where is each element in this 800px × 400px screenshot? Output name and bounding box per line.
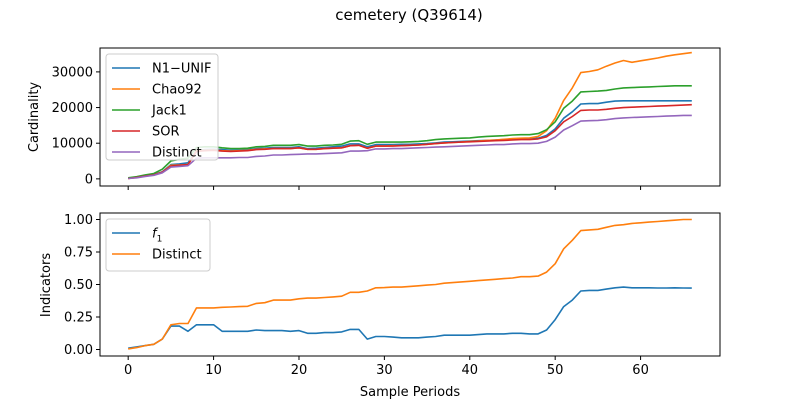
indicators-y-tick-label: 0.00 [64, 343, 93, 358]
cardinality-legend-box [105, 53, 219, 161]
indicators-series-lines [128, 218, 692, 350]
figure-title: cemetery (Q39614) [335, 6, 482, 24]
indicators-plot-frame [99, 212, 721, 357]
indicators-x-tick-label: 20 [291, 363, 308, 378]
cardinality-legend-label: Chao92 [152, 83, 202, 98]
cardinality-series-line-4 [128, 103, 692, 180]
indicators-series-line-2 [128, 218, 692, 350]
cardinality-y-label: Cardinality [27, 82, 42, 153]
cardinality-legend-label: Distinct [152, 146, 202, 161]
cardinality-legend-entries: N1−UNIF Chao92 Jack1 SOR Distinct [112, 62, 211, 161]
indicators-legend-label: Distinct [152, 248, 202, 263]
indicators-x-tick-label: 40 [462, 363, 479, 378]
cardinality-legend-label: Jack1 [151, 104, 187, 119]
cardinality-plot-frame [99, 47, 721, 187]
cardinality-axes-ticks: 0 10000 20000 30000 [52, 65, 642, 190]
indicators-x-tick-label: 30 [376, 363, 393, 378]
indicators-x-tick-label: 50 [547, 363, 564, 378]
cardinality-series-lines [128, 51, 692, 180]
cardinality-series-line-1 [128, 100, 692, 179]
cardinality-y-tick-label: 30000 [52, 65, 93, 80]
indicators-axes-ticks: 0.00 0.25 0.50 0.75 1.00 0 10 20 30 40 50 60 [64, 213, 649, 378]
indicators-y-tick-label: 0.50 [64, 278, 93, 293]
indicators-chart: 0.00 0.25 0.50 0.75 1.00 0 10 20 30 40 50 60 Indica… [39, 212, 721, 400]
cardinality-y-tick-label: 20000 [52, 101, 93, 116]
cardinality-legend: N1−UNIF Chao92 Jack1 SOR Distinct [105, 53, 219, 161]
indicators-x-tick-label: 10 [205, 363, 222, 378]
indicators-x-tick-label: 60 [632, 363, 649, 378]
cardinality-y-tick-label: 10000 [52, 137, 93, 152]
indicators-legend-label: f1 [152, 227, 162, 245]
indicators-y-tick-label: 1.00 [64, 213, 93, 228]
indicators-legend-box [105, 218, 211, 272]
indicators-y-tick-label: 0.75 [64, 246, 93, 261]
indicators-y-label: Indicators [39, 253, 54, 317]
cardinality-y-tick-label: 0 [85, 172, 93, 187]
indicators-legend: f1 Distinct [105, 218, 211, 272]
indicators-y-tick-label: 0.25 [64, 311, 93, 326]
indicators-series-line-1 [128, 286, 692, 349]
indicators-x-label: Sample Periods [360, 385, 460, 400]
indicators-x-tick-label: 0 [124, 363, 132, 378]
cardinality-series-line-3 [128, 85, 692, 179]
cardinality-legend-label: N1−UNIF [152, 62, 211, 77]
indicators-legend-entries: f1 Distinct [112, 227, 202, 263]
cardinality-legend-label: SOR [152, 125, 180, 140]
cardinality-chart: 0 10000 20000 30000 Cardinality N1−UNIF Chao… [27, 47, 721, 190]
cardinality-series-line-5 [128, 114, 692, 180]
